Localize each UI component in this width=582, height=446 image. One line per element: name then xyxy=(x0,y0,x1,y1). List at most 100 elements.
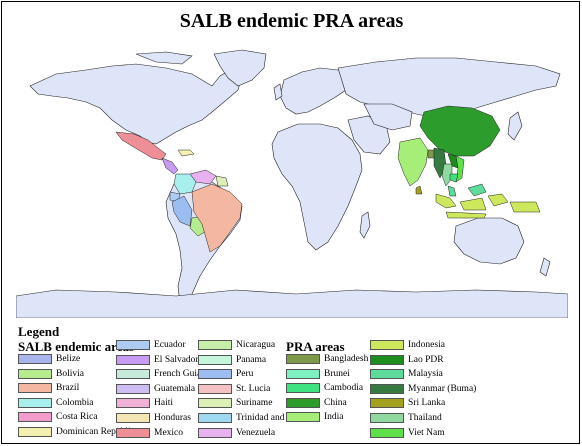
legend-label: Guatemala xyxy=(154,383,196,394)
legend-swatch xyxy=(370,354,404,365)
legend-label: Indonesia xyxy=(408,340,445,350)
legend-item: Honduras xyxy=(116,412,191,424)
europe-landmass xyxy=(279,67,351,115)
legend-item: China xyxy=(286,397,347,409)
legend-swatch xyxy=(370,340,404,350)
legend-label: Belize xyxy=(56,354,81,364)
legend-swatch xyxy=(370,369,404,380)
legend-swatch xyxy=(198,427,232,438)
legend-item: St. Lucia xyxy=(198,383,270,395)
north-america-landmass xyxy=(29,63,243,145)
legend-item: Bolivia xyxy=(18,368,84,380)
legend-swatch xyxy=(198,369,232,380)
legend-item: Mexico xyxy=(116,427,183,439)
madagascar-landmass xyxy=(359,211,371,239)
map-title: SALB endemic PRA areas xyxy=(179,10,404,32)
legend-swatch xyxy=(286,397,320,408)
legend-label: Costa Rica xyxy=(56,412,98,423)
legend-item: Venezuela xyxy=(198,427,275,439)
legend-item: Lao PDR xyxy=(370,354,444,366)
legend-item: Dominican Republic xyxy=(18,426,135,438)
legend-item: Myanmar (Buma) xyxy=(370,383,476,395)
legend-label: Suriname xyxy=(236,398,273,409)
legend-swatch xyxy=(370,413,404,423)
legend-swatch xyxy=(116,413,150,423)
legend-label: Haiti xyxy=(154,398,173,409)
cambodia-region xyxy=(449,173,459,183)
legend-item: Bangladesh xyxy=(286,353,368,365)
legend-item: Indonesia xyxy=(370,339,445,351)
legend-item: Colombia xyxy=(18,397,93,409)
africa-landmass xyxy=(271,123,363,251)
pra-areas-heading: PRA areas xyxy=(286,339,345,354)
legend-swatch xyxy=(370,427,404,438)
legend-item: Costa Rica xyxy=(18,411,97,423)
legend-title: Legend xyxy=(18,324,60,339)
legend-item: Brunei xyxy=(286,368,350,380)
legend-item: Cambodia xyxy=(286,382,363,394)
legend-item: India xyxy=(286,411,344,423)
legend-item: Suriname xyxy=(198,397,272,409)
legend-label: Brazil xyxy=(56,383,80,394)
brazil-region xyxy=(191,183,243,253)
legend-swatch xyxy=(198,340,232,350)
legend-swatch xyxy=(116,340,150,350)
legend-swatch xyxy=(370,383,404,394)
legend-item: Haiti xyxy=(116,397,173,409)
legend-swatch xyxy=(18,397,52,408)
legend-swatch xyxy=(116,383,150,394)
legend-swatch xyxy=(116,398,150,409)
legend-label: Trinidad and Tobago xyxy=(236,413,316,423)
thailand-region xyxy=(441,163,453,187)
legend-swatch xyxy=(116,427,150,438)
legend-label: Mexico xyxy=(154,427,184,438)
legend-swatch xyxy=(116,369,150,380)
greenland-landmass xyxy=(213,49,267,87)
legend-item: Malaysia xyxy=(370,368,443,380)
legend-item: Trinidad and Tobago xyxy=(198,412,315,424)
legend-label: St. Lucia xyxy=(236,383,271,394)
legend-swatch xyxy=(286,354,320,364)
legend-label: Colombia xyxy=(56,397,94,408)
legend-swatch xyxy=(198,413,232,423)
legend-item: Viet Nam xyxy=(370,427,445,439)
legend-label: Panama xyxy=(236,354,267,365)
legend-item: Thailand xyxy=(370,412,442,424)
legend-label: Bolivia xyxy=(56,368,84,379)
legend-swatch xyxy=(286,383,320,394)
legend-swatch xyxy=(198,354,232,365)
caribbean-region xyxy=(177,149,195,157)
legend-label: Nicaragua xyxy=(236,340,276,350)
legend-swatch xyxy=(18,354,52,364)
guianas-region xyxy=(215,175,229,187)
sri-lanka-region xyxy=(415,185,423,195)
legend-label: Dominican Republic xyxy=(56,427,135,437)
legend-swatch xyxy=(116,354,150,365)
legend-label: Myanmar (Buma) xyxy=(408,383,477,394)
legend-swatch xyxy=(198,383,232,394)
central-asia-landmass xyxy=(363,103,413,131)
legend-swatch xyxy=(286,368,320,379)
legend-item: Brazil xyxy=(18,382,79,394)
legend-label: Honduras xyxy=(154,413,191,423)
legend-item: Guatemala xyxy=(116,383,195,395)
legend-item: El Salvador xyxy=(116,354,199,366)
legend-label: India xyxy=(324,412,344,423)
legend-swatch xyxy=(18,383,52,394)
legend-label: Cambodia xyxy=(324,383,364,394)
australia-landmass xyxy=(453,217,525,265)
legend-label: China xyxy=(324,397,347,408)
legend-item: Ecuador xyxy=(116,339,186,351)
legend-label: Sri Lanka xyxy=(408,398,446,409)
map-legend: Legend SALB endemic areas PRA areas Beli… xyxy=(4,320,579,444)
legend-label: Viet Nam xyxy=(408,427,445,438)
legend-item: Belize xyxy=(18,353,80,365)
india-region xyxy=(397,137,429,187)
peru-region xyxy=(171,195,193,227)
antarctica-landmass xyxy=(16,289,568,318)
legend-item: French Guiana xyxy=(116,368,210,380)
legend-label: El Salvador xyxy=(154,354,199,365)
new-zealand-landmass xyxy=(539,257,551,277)
legend-swatch xyxy=(198,398,232,409)
legend-item: Panama xyxy=(198,354,266,366)
